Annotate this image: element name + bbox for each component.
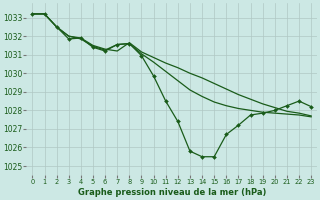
X-axis label: Graphe pression niveau de la mer (hPa): Graphe pression niveau de la mer (hPa) — [77, 188, 266, 197]
